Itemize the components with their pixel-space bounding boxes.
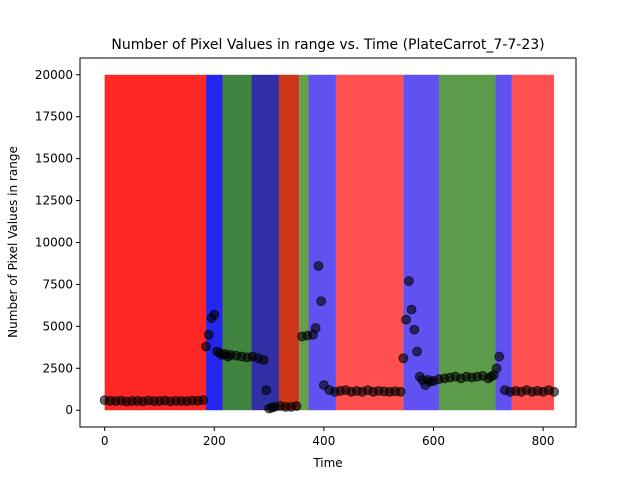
data-point	[401, 314, 411, 325]
y-tick-label: 5000	[42, 319, 73, 333]
data-point	[409, 324, 420, 335]
band-1	[206, 74, 223, 411]
data-point	[198, 395, 209, 406]
band-5	[299, 74, 309, 411]
data-point	[316, 296, 327, 307]
data-point	[310, 323, 321, 333]
band-0	[104, 74, 207, 411]
data-point	[201, 341, 211, 352]
data-point	[203, 329, 214, 340]
band-10	[495, 74, 512, 411]
y-axis-title: Number of Pixel Values in range	[6, 146, 20, 338]
data-point	[398, 353, 409, 364]
band-9	[438, 74, 496, 411]
data-point	[258, 355, 269, 365]
band-layer	[104, 74, 555, 411]
chart-title: Number of Pixel Values in range vs. Time…	[111, 37, 544, 53]
y-tick-label: 12500	[35, 194, 73, 208]
point-layer	[99, 261, 559, 414]
y-tick-label: 2500	[42, 361, 73, 375]
x-tick-label: 800	[532, 434, 555, 448]
data-point	[403, 276, 414, 286]
x-tick-label: 200	[203, 434, 226, 448]
x-tick-label: 0	[101, 434, 109, 448]
y-tick-label: 15000	[35, 152, 73, 166]
x-tick-label: 400	[312, 434, 335, 448]
band-7	[335, 74, 404, 411]
y-tick-label: 0	[65, 403, 73, 417]
data-point	[491, 363, 502, 374]
data-point	[494, 351, 505, 362]
y-tick-label: 10000	[35, 236, 73, 250]
data-point	[261, 385, 272, 396]
data-point	[313, 261, 324, 271]
y-tick-label: 20000	[35, 68, 73, 82]
band-4	[278, 74, 300, 411]
x-axis: 0 200 400 600 800	[101, 427, 555, 448]
data-point	[395, 386, 406, 397]
y-axis: 0 2500 5000 7500 10000 12500 15000 17500 20000	[35, 68, 80, 417]
x-tick-label: 600	[422, 434, 445, 448]
data-point	[209, 309, 220, 320]
band-11	[511, 74, 555, 411]
data-point	[549, 386, 559, 397]
y-tick-label: 17500	[35, 110, 73, 124]
x-axis-title: Time	[312, 456, 342, 470]
data-point	[412, 346, 422, 357]
band-8	[403, 74, 439, 411]
band-6	[308, 74, 336, 411]
y-tick-label: 7500	[42, 277, 73, 291]
data-point	[291, 401, 302, 411]
data-point	[406, 304, 417, 315]
